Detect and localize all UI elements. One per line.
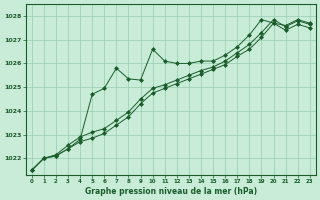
X-axis label: Graphe pression niveau de la mer (hPa): Graphe pression niveau de la mer (hPa) (85, 187, 257, 196)
